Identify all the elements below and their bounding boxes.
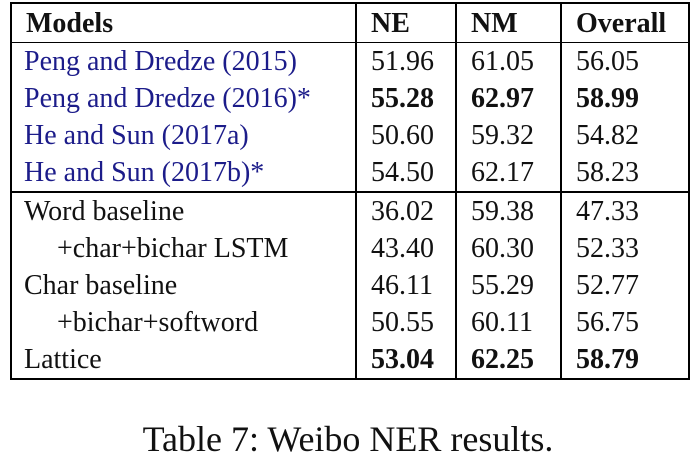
value-cell: 56.75 [560,304,690,341]
row: He and Sun (2017b)* 54.50 62.17 58.23 [10,154,690,192]
value-cell: 60.30 [455,230,562,267]
row: +bichar+softword 50.55 60.11 56.75 [10,304,690,341]
caption: Table 7: Weibo NER results. [142,419,554,459]
value-cell: 47.33 [560,191,690,230]
row: Lattice 53.04 62.25 58.79 [10,341,690,380]
row: Peng and Dredze (2015) 51.96 61.05 56.05 [10,42,690,80]
model-cell[interactable]: He and Sun (2017a) [10,117,357,154]
value-cell: 43.40 [355,230,457,267]
value-cell: 56.05 [560,42,690,80]
header-cell: NE [355,2,457,43]
value-cell: 58.79 [560,341,690,380]
value-cell: 58.23 [560,154,690,192]
model-cell[interactable]: Peng and Dredze (2015) [10,42,357,80]
value-cell: 58.99 [560,80,690,117]
value-cell: 51.96 [355,42,457,80]
value-cell: 61.05 [455,42,562,80]
model-cell: Char baseline [10,267,357,304]
model-cell[interactable]: He and Sun (2017b)* [10,154,357,192]
value-cell: 46.11 [355,267,457,304]
value-cell: 50.55 [355,304,457,341]
value-cell: 62.17 [455,154,562,192]
row: Char baseline 46.11 55.29 52.77 [10,267,690,304]
value-cell: 52.77 [560,267,690,304]
model-cell[interactable]: Peng and Dredze (2016)* [10,80,357,117]
value-cell: 62.97 [455,80,562,117]
model-cell: +bichar+softword [10,304,357,341]
value-cell: 55.28 [355,80,457,117]
value-cell: 55.29 [455,267,562,304]
row: He and Sun (2017a) 50.60 59.32 54.82 [10,117,690,154]
value-cell: 59.38 [455,191,562,230]
header-row: Models NE NM Overall [10,2,690,43]
value-cell: 36.02 [355,191,457,230]
row: +char+bichar LSTM 43.40 60.30 52.33 [10,230,690,267]
value-cell: 53.04 [355,341,457,380]
header-cell: Models [10,2,357,43]
row: Peng and Dredze (2016)* 55.28 62.97 58.9… [10,80,690,117]
value-cell: 50.60 [355,117,457,154]
value-cell: 60.11 [455,304,562,341]
row: Word baseline 36.02 59.38 47.33 [10,191,690,230]
header-cell: NM [455,2,562,43]
value-cell: 52.33 [560,230,690,267]
results-table: Models NE NM Overall Peng and Dredze (20… [10,2,690,380]
model-cell: +char+bichar LSTM [10,230,357,267]
model-cell: Lattice [10,341,357,380]
value-cell: 54.50 [355,154,457,192]
value-cell: 59.32 [455,117,562,154]
value-cell: 54.82 [560,117,690,154]
header-cell: Overall [560,2,690,43]
value-cell: 62.25 [455,341,562,380]
model-cell: Word baseline [10,191,357,230]
